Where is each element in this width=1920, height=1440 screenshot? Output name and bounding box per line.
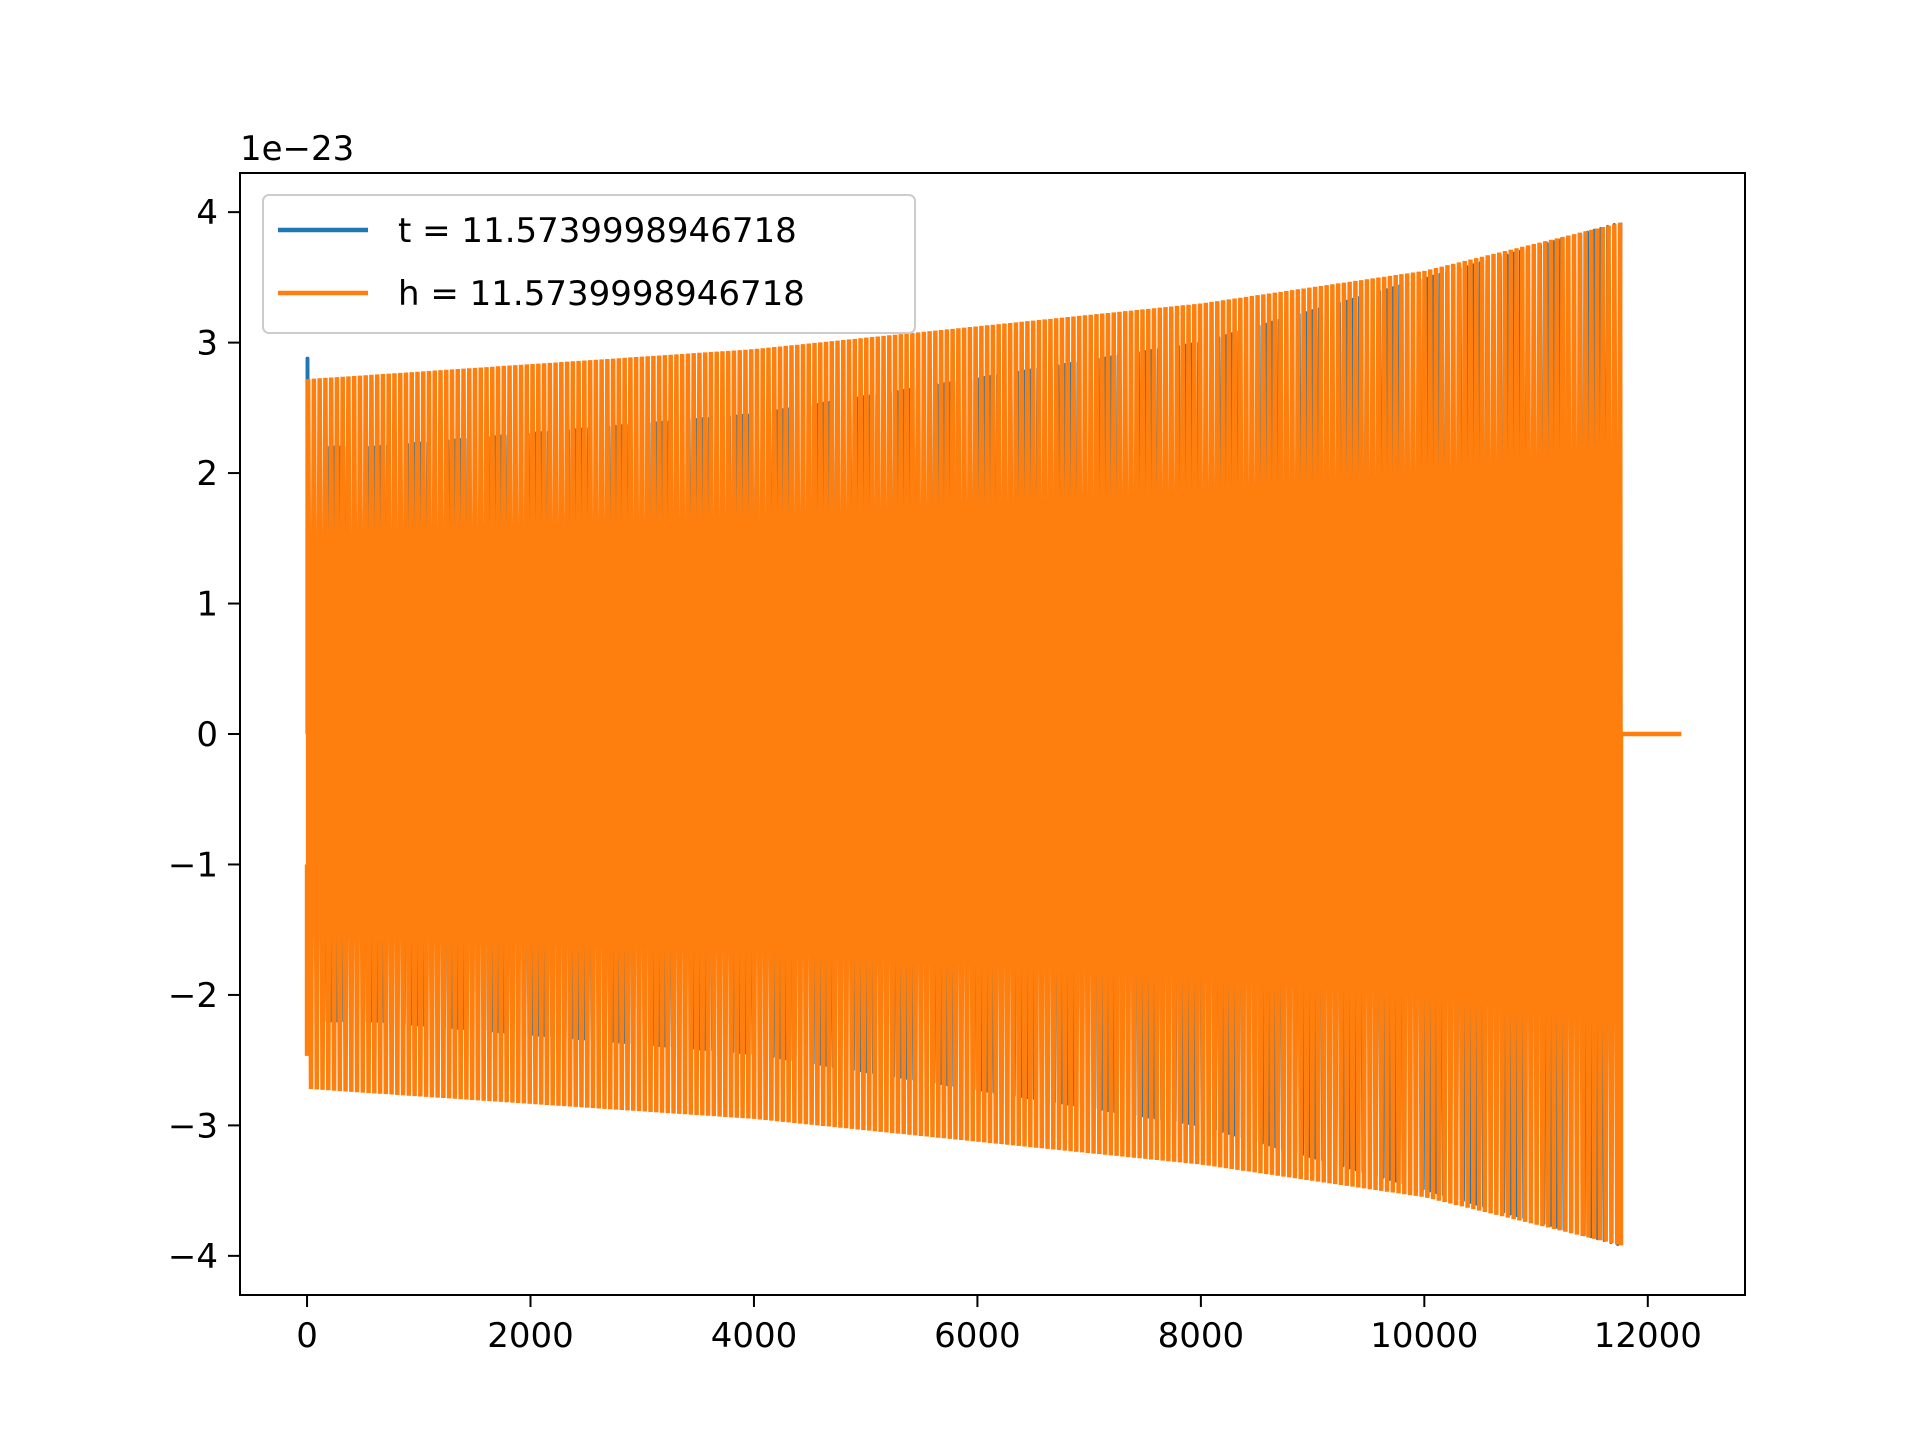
x-tick-label: 2000 — [487, 1316, 574, 1356]
x-tick-label: 12000 — [1594, 1316, 1702, 1356]
x-axis-ticks: 0 2000 4000 6000 8000 10000 12000 — [296, 1295, 1702, 1356]
y-axis-ticks: 4 3 2 1 0 −1 −2 −3 −4 — [168, 193, 240, 1277]
legend-label: t = 11.5739998946718 — [398, 211, 797, 251]
series-layer — [304, 222, 1682, 1246]
x-tick-label: 4000 — [711, 1316, 798, 1356]
x-tick-label: 0 — [296, 1316, 318, 1356]
y-tick-label: −3 — [168, 1106, 218, 1146]
y-tick-label: 4 — [196, 193, 218, 233]
x-tick-label: 10000 — [1370, 1316, 1478, 1356]
legend: t = 11.5739998946718 h = 11.5739998946718 — [262, 194, 916, 334]
x-tick-label: 6000 — [934, 1316, 1021, 1356]
y-tick-label: −1 — [168, 845, 218, 885]
y-tick-label: 3 — [196, 324, 218, 364]
y-tick-label: −4 — [168, 1237, 218, 1277]
series-h-line — [304, 222, 1682, 1246]
y-tick-label: 1 — [196, 585, 218, 625]
x-tick-label: 8000 — [1158, 1316, 1245, 1356]
y-tick-label: 2 — [196, 454, 218, 494]
legend-box — [262, 194, 916, 334]
y-tick-label: −2 — [168, 976, 218, 1016]
legend-label: h = 11.5739998946718 — [398, 274, 805, 314]
y-tick-label: 0 — [196, 715, 218, 755]
y-offset-label: 1e−23 — [240, 129, 354, 169]
